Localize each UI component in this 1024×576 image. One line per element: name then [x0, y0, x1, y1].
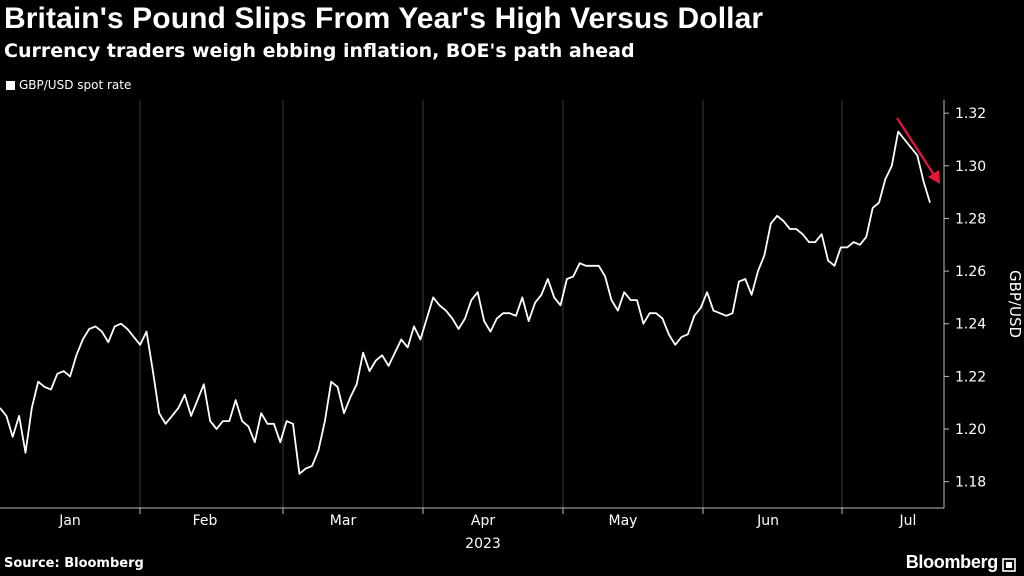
y-tick-label: 1.30 — [955, 159, 986, 175]
year-label: 2023 — [465, 536, 501, 552]
y-tick-label: 1.24 — [955, 317, 986, 333]
y-tick-label: 1.20 — [955, 422, 986, 438]
chart-subtitle: Currency traders weigh ebbing inflation,… — [4, 40, 635, 62]
x-tick-label: Jul — [899, 513, 917, 529]
x-tick-label: Apr — [471, 513, 495, 529]
y-tick-label: 1.32 — [955, 106, 986, 122]
x-tick-label: Jan — [58, 513, 81, 529]
x-tick-label: May — [609, 513, 638, 529]
x-tick-label: Jun — [756, 513, 779, 529]
annotation-arrow-shaft — [896, 117, 937, 179]
x-tick-label: Feb — [193, 513, 218, 529]
y-tick-label: 1.26 — [955, 264, 986, 280]
y-tick-label: 1.28 — [955, 211, 986, 227]
y-tick-label: 1.22 — [955, 369, 986, 385]
annotation-arrow-head — [928, 170, 940, 184]
series-line-gbp-usd — [0, 130, 931, 475]
y-tick-label: 1.18 — [955, 475, 986, 491]
source-note: Source: Bloomberg — [4, 556, 144, 571]
chart-legend: GBP/USD spot rate — [6, 78, 131, 92]
chart-title: Britain's Pound Slips From Year's High V… — [4, 2, 764, 35]
legend-swatch — [6, 80, 15, 90]
y-axis-title: GBP/USD — [1006, 270, 1024, 338]
legend-label: GBP/USD spot rate — [19, 78, 132, 92]
x-tick-label: Mar — [330, 513, 357, 529]
terminal-logo-icon — [1002, 558, 1016, 572]
bloomberg-logo: Bloomberg — [905, 552, 999, 572]
